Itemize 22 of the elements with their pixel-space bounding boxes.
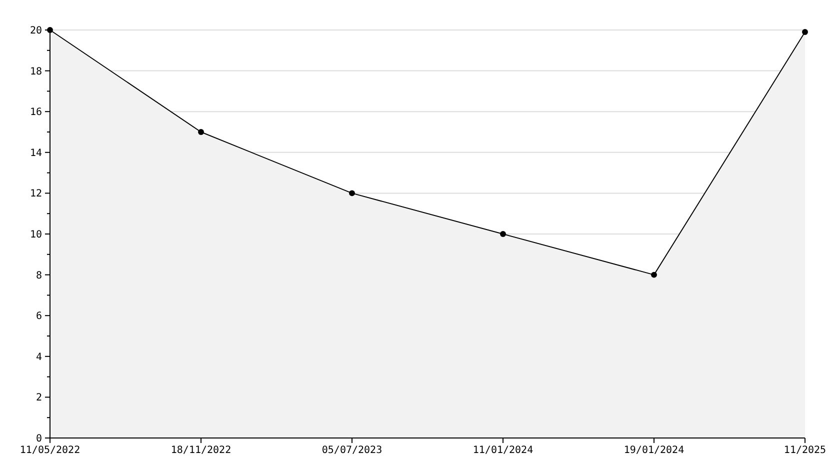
point xyxy=(651,272,657,278)
y-tick-label: 20 xyxy=(30,26,42,36)
y-tick-label: 18 xyxy=(30,66,42,78)
y-tick-label: 16 xyxy=(30,107,42,118)
x-tick-label: 19/01/2024 xyxy=(624,445,684,456)
y-tick-label: 4 xyxy=(36,352,42,363)
point xyxy=(802,29,808,36)
x-tick-label: 11/2025 xyxy=(784,445,826,456)
y-tick-label: 6 xyxy=(36,311,42,322)
x-tick-label: 18/11/2022 xyxy=(170,445,232,456)
x-tick-label: 11/01/2024 xyxy=(472,445,534,456)
point xyxy=(349,190,355,196)
point xyxy=(198,129,204,135)
y-tick-label: 2 xyxy=(36,392,42,404)
y-tick-label: 10 xyxy=(30,230,42,240)
y-tick-label: 14 xyxy=(30,148,42,159)
x-tick-label: 05/07/2023 xyxy=(322,445,382,456)
y-tick-label: 0 xyxy=(36,434,42,444)
point xyxy=(500,231,506,237)
y-tick-label: 12 xyxy=(30,188,42,200)
x-tick-label: 11/05/2022 xyxy=(20,445,80,456)
y-tick-label: 8 xyxy=(36,270,42,282)
